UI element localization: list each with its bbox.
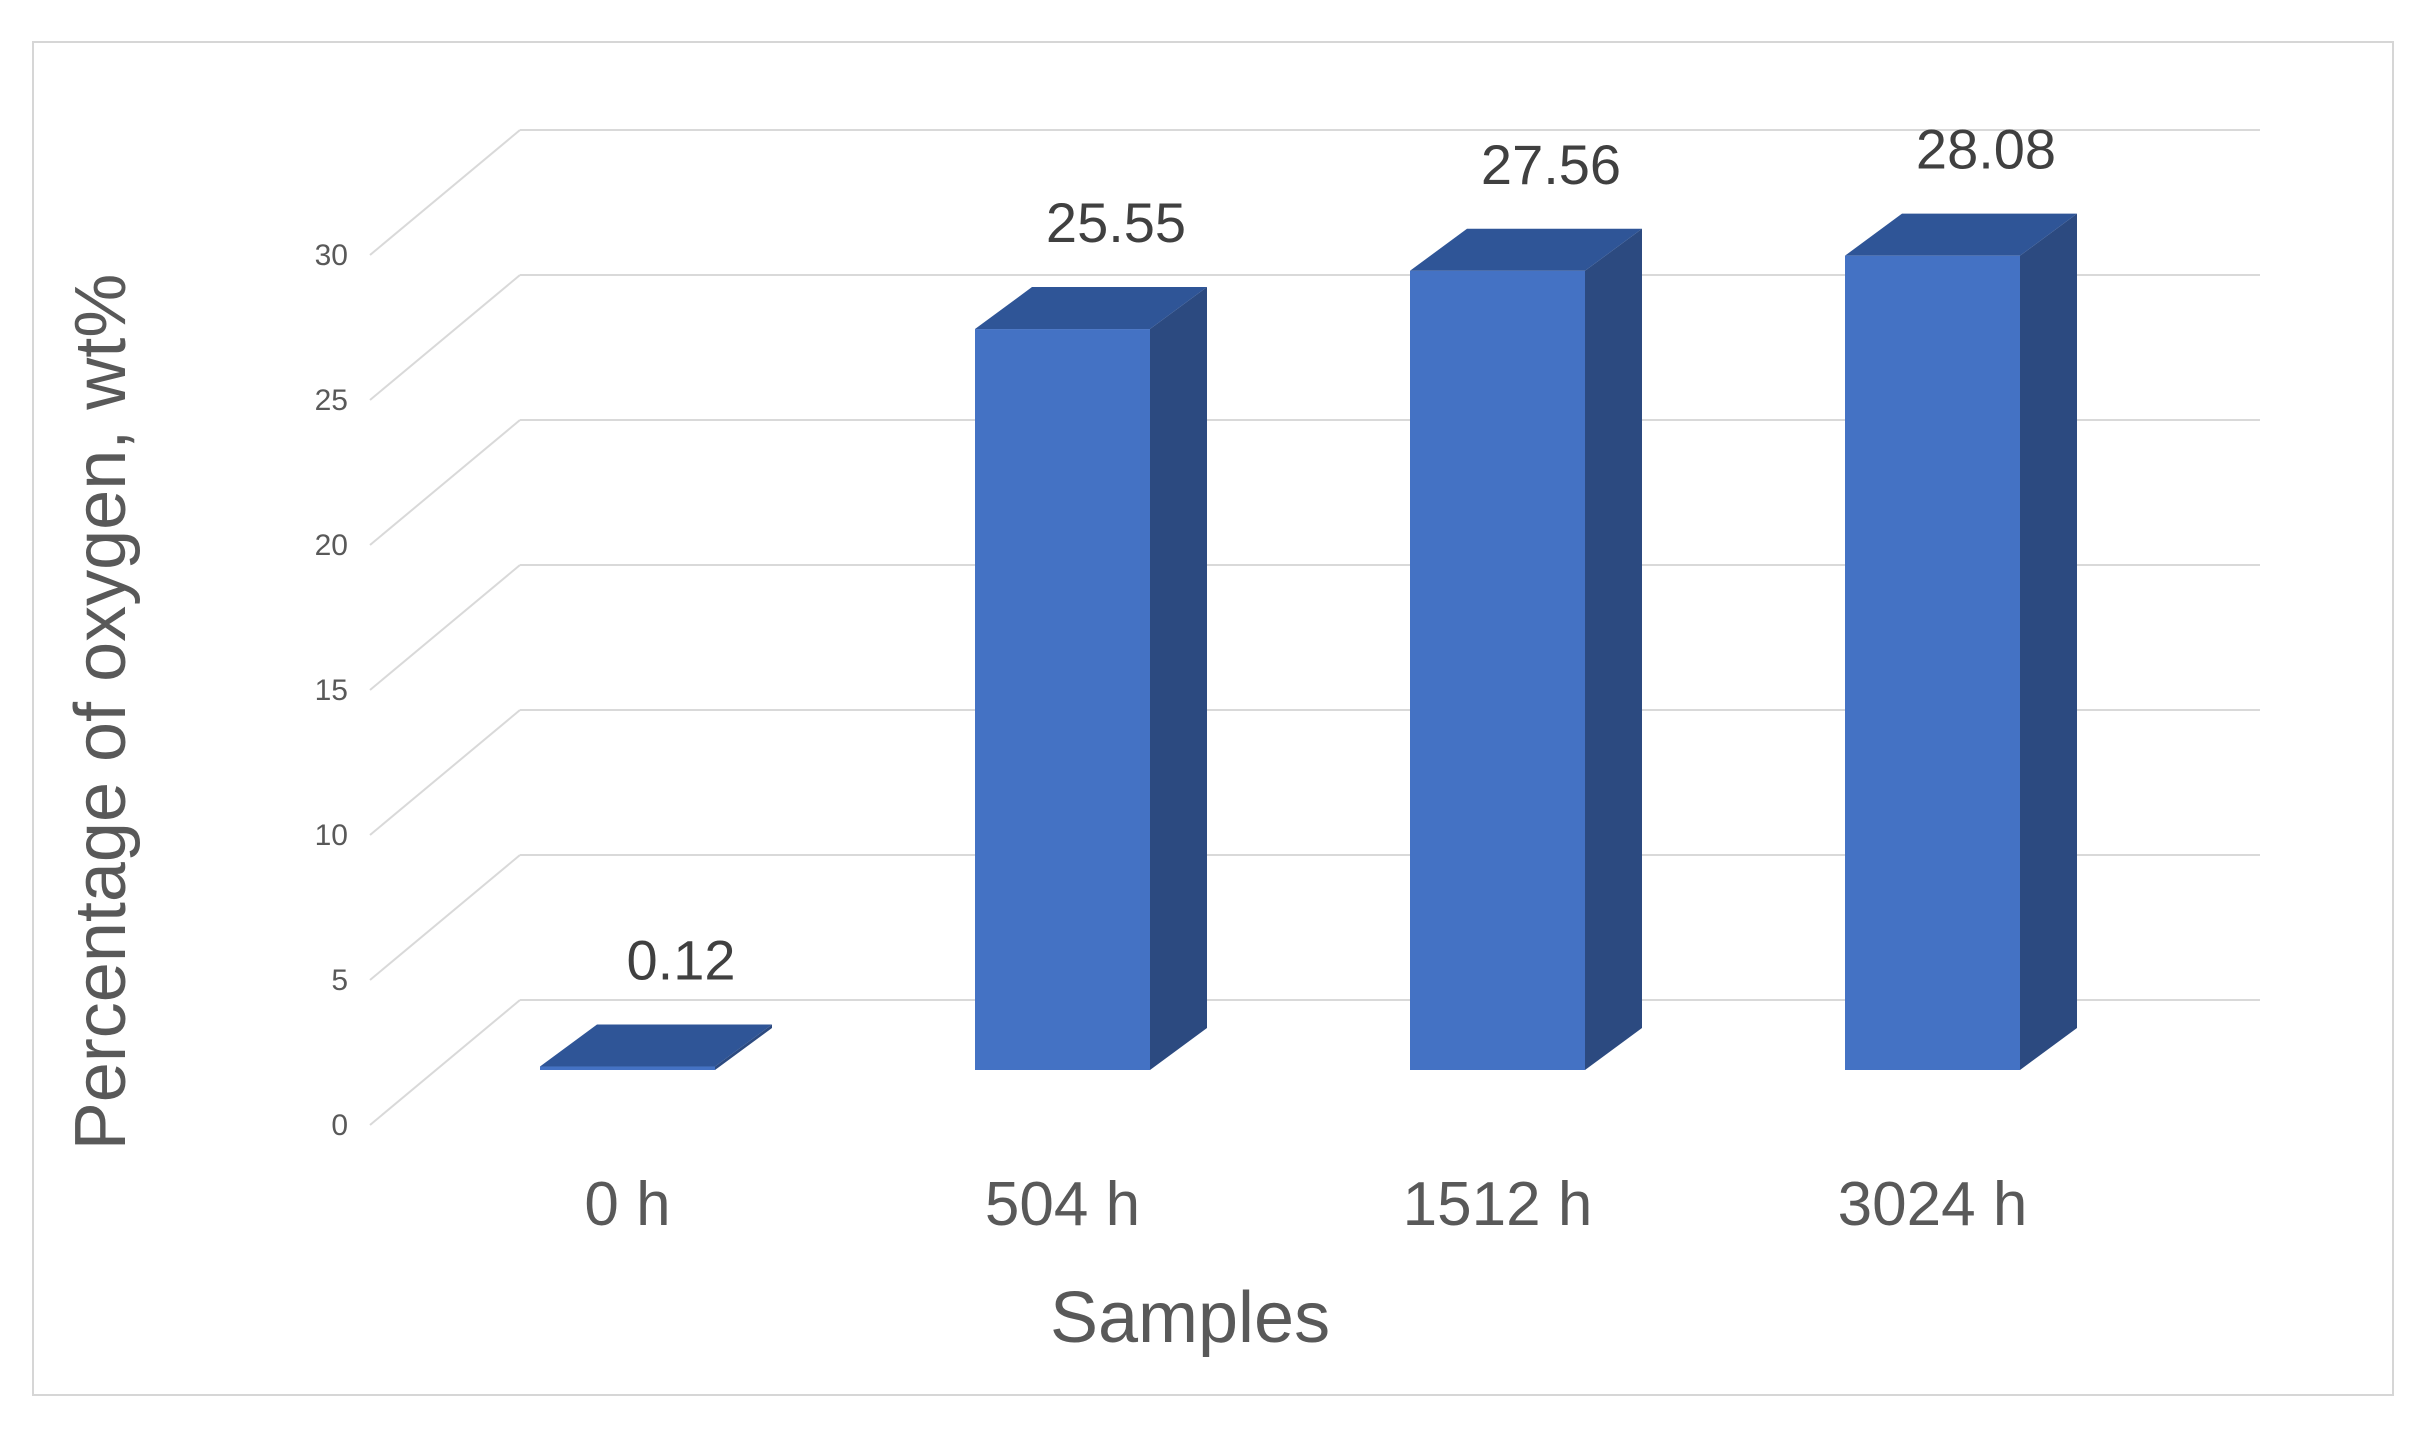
gridline-depth-0	[369, 999, 521, 1126]
y-tick-label: 0	[331, 1109, 348, 1142]
data-label: 0.12	[627, 929, 736, 992]
bar-side-2	[1150, 287, 1207, 1070]
y-tick-label: 15	[315, 674, 348, 707]
y-tick-label: 20	[315, 529, 348, 562]
bar-top-2	[975, 287, 1207, 330]
gridline-depth-15	[369, 564, 521, 691]
gridline-depth-25	[369, 274, 521, 401]
bar-1	[540, 1066, 715, 1070]
x-category-label: 1512 h	[1403, 1170, 1593, 1239]
bars	[540, 213, 2077, 1070]
gridline-depth-30	[369, 129, 521, 256]
y-tick-label: 30	[315, 239, 348, 272]
bar-3	[1410, 270, 1585, 1070]
bar-top-1	[540, 1024, 772, 1067]
y-tick-label: 5	[331, 964, 348, 997]
data-label: 27.56	[1481, 133, 1621, 196]
data-labels: 0.12 25.55 27.56 28.08	[627, 118, 2057, 992]
y-tick-label: 10	[315, 819, 348, 852]
y-axis-title: Percentage of oxygen, wt%	[61, 274, 141, 1151]
x-category-label: 3024 h	[1838, 1170, 2028, 1239]
x-axis-title: Samples	[1050, 1278, 1330, 1358]
gridline-depth-5	[369, 854, 521, 981]
bar-top-3	[1410, 228, 1642, 271]
bar-side-3	[1585, 228, 1642, 1070]
bar-side-4	[2020, 213, 2077, 1070]
bar-side-1	[715, 1024, 772, 1070]
x-category-label: 0 h	[584, 1170, 670, 1239]
data-label: 28.08	[1916, 118, 2056, 181]
gridline-depth-20	[369, 419, 521, 546]
y-tick-label: 25	[315, 384, 348, 417]
data-label: 25.55	[1046, 191, 1186, 254]
x-category-labels: 0 h 504 h 1512 h 3024 h	[584, 1170, 2027, 1239]
y-tick-labels: 0 5 10 15 20 25 30	[315, 239, 348, 1142]
gridline-depth-10	[369, 709, 521, 836]
x-category-label: 504 h	[985, 1170, 1140, 1239]
bar-top-4	[1845, 213, 2077, 256]
bar-4	[1845, 255, 2020, 1070]
bar-2	[975, 329, 1150, 1070]
